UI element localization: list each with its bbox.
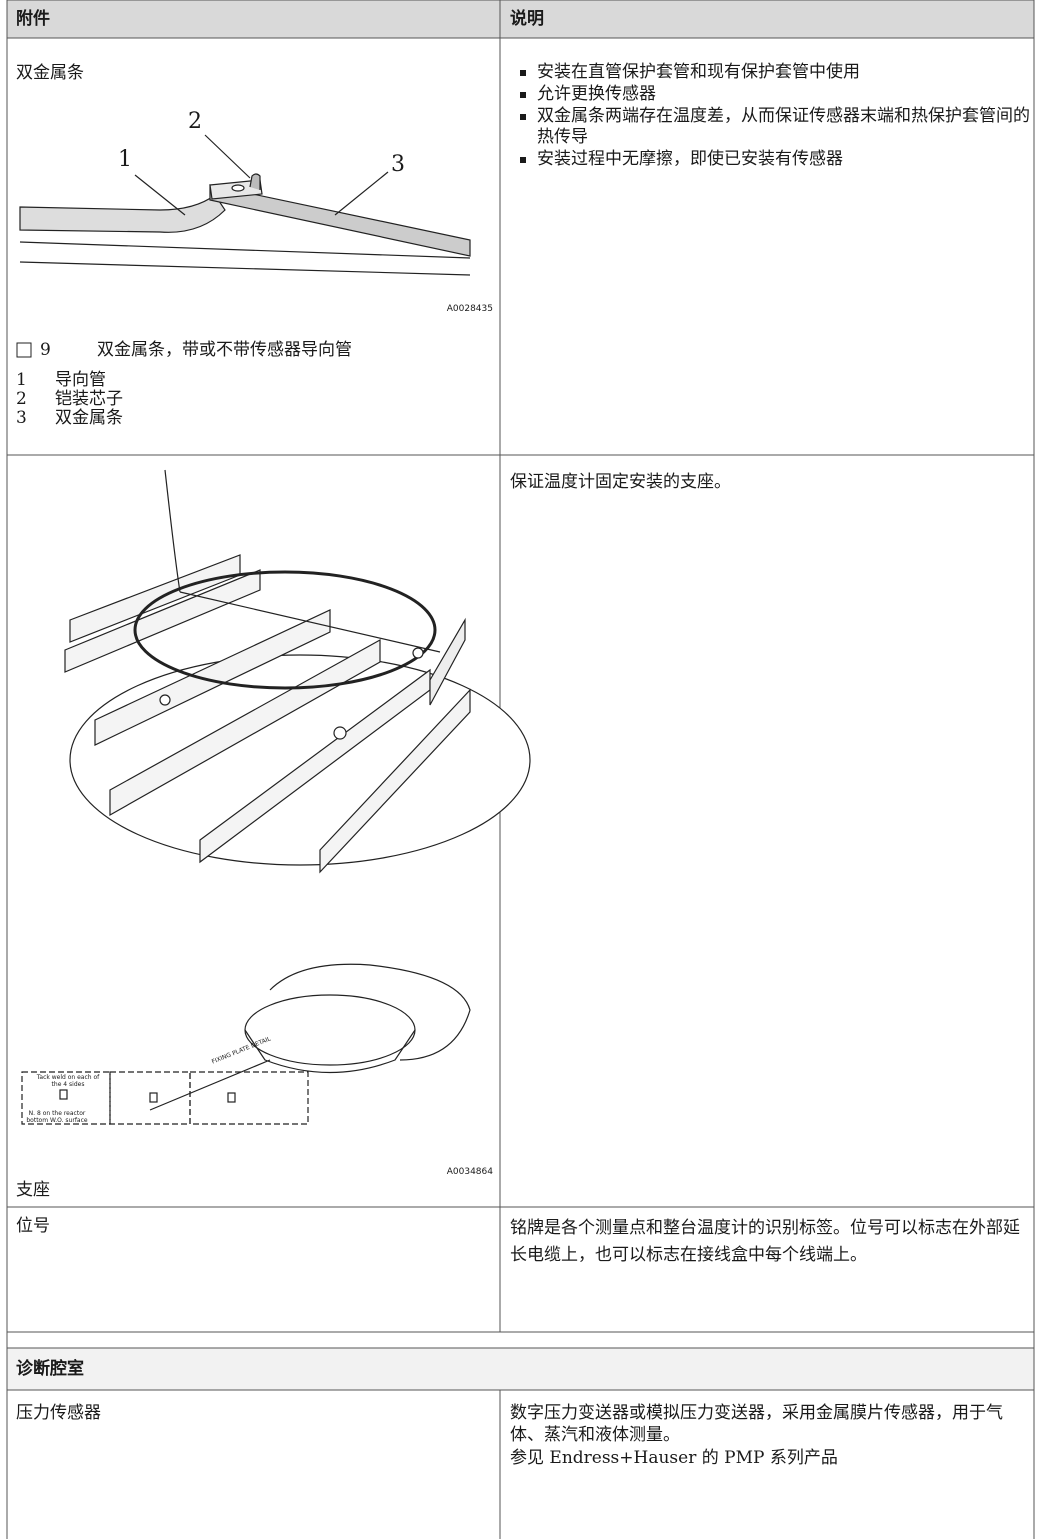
legend-num: 3 (16, 408, 27, 428)
legend-num: 1 (16, 370, 27, 390)
legend-text: 铠装芯子 (55, 389, 123, 409)
header-bg (6, 0, 1035, 39)
legend-num: 2 (16, 389, 27, 409)
accessory: 支座 (16, 1180, 50, 1200)
legend-text: 双金属条 (55, 408, 123, 428)
bimetal-drawing (19, 134, 471, 276)
description: 铭牌是各个测量点和整台温度计的识别标签。位号可以标志在外部延长电缆上，也可以标志… (510, 1218, 1020, 1265)
description: 数字压力变送器或模拟压力变送器，采用金属膜片传感器，用于气体、蒸汽和液体测量。 (510, 1403, 1003, 1445)
callout: 1 (118, 147, 132, 172)
bullet: 双金属条两端存在温度差，从而保证传感器末端和热保护套管间的热传导 (520, 106, 1037, 148)
figure-icon (16, 342, 32, 358)
figure-code: A0034864 (446, 1167, 493, 1177)
callout: 3 (391, 152, 405, 177)
support-drawing (21, 469, 531, 1125)
caption-number: 9 (40, 340, 51, 360)
description: 保证温度计固定安装的支座。 (510, 472, 731, 492)
header-cell: 说明 (510, 9, 544, 29)
legend-text: 导向管 (55, 370, 106, 390)
accessory: 压力传感器 (16, 1403, 101, 1423)
accessory: 位号 (16, 1216, 50, 1236)
callout: 2 (188, 109, 202, 134)
header-cell: 附件 (16, 9, 50, 29)
bullet-list: 安装在直管保护套管和现有保护套管中使用 允许更换传感器 双金属条两端存在温度差，… (515, 62, 1037, 171)
drawing-label: Tack weld on each of the 4 sides (36, 1074, 100, 1088)
section-title: 诊断腔室 (16, 1359, 84, 1379)
bullet: 允许更换传感器 (520, 84, 1037, 105)
reference: 参见 Endress+Hauser 的 PMP 系列产品 (510, 1448, 838, 1468)
bullet: 安装在直管保护套管和现有保护套管中使用 (520, 62, 1037, 83)
drawing-label: N. 8 on the reactor bottom W.O. surface (26, 1110, 88, 1124)
figure-code: A0028435 (446, 304, 493, 314)
caption: 双金属条，带或不带传感器导向管 (97, 340, 352, 360)
bullet: 安装过程中无摩擦，即使已安装有传感器 (520, 149, 1037, 170)
section-bg (6, 1347, 1035, 1391)
accessory: 双金属条 (16, 63, 84, 83)
